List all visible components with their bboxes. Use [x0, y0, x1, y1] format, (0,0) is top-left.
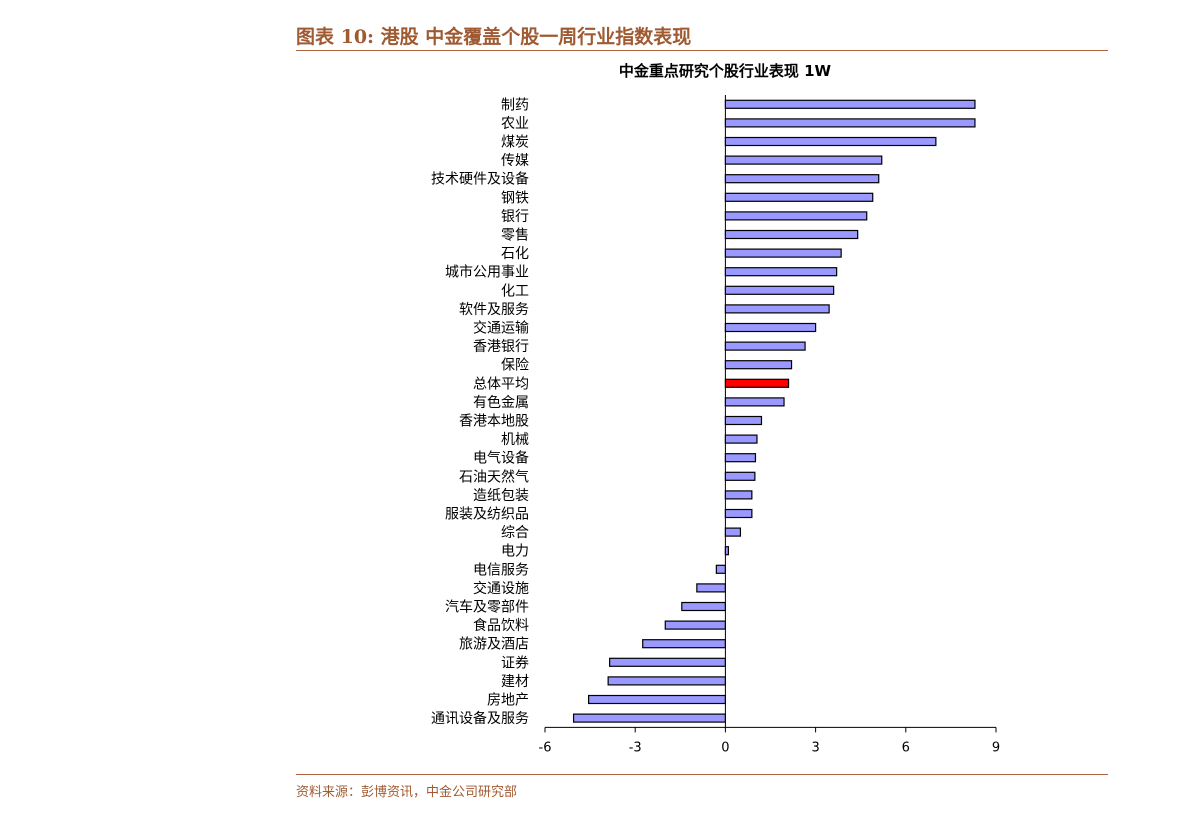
bar-21	[724, 490, 753, 500]
bar-33	[572, 713, 727, 723]
category-label-15: 总体平均	[473, 376, 529, 392]
bar-23	[724, 527, 742, 537]
category-label-12: 交通运输	[473, 320, 529, 337]
bar-9	[724, 267, 838, 277]
bar-26	[696, 583, 727, 593]
bar-28	[664, 620, 726, 630]
category-label-1: 农业	[501, 116, 529, 132]
category-label-23: 综合	[501, 525, 529, 541]
category-label-6: 银行	[501, 209, 529, 225]
category-label-8: 石化	[501, 246, 529, 262]
category-label-10: 化工	[501, 283, 529, 299]
bar-7	[724, 229, 859, 240]
x-tick-label-0: -6	[539, 740, 552, 755]
bar-17	[724, 415, 763, 426]
bar-14	[724, 360, 793, 370]
category-label-32: 房地产	[487, 693, 529, 709]
category-label-14: 保险	[501, 358, 529, 374]
figure-footer: 资料来源：彭博资讯，中金公司研究部	[296, 774, 1108, 800]
category-label-3: 传媒	[501, 153, 529, 169]
category-label-11: 软件及服务	[459, 302, 529, 318]
bar-8	[724, 248, 842, 258]
category-label-17: 香港本地股	[459, 414, 529, 430]
bar-5	[724, 192, 874, 202]
category-label-7: 零售	[501, 228, 529, 244]
bar-10	[724, 285, 835, 295]
bar-29	[642, 639, 727, 649]
category-label-26: 交通设施	[473, 580, 529, 597]
category-label-20: 石油天然气	[459, 468, 529, 485]
bar-12	[724, 322, 817, 333]
x-tick-label-5: 9	[992, 740, 1000, 755]
category-label-27: 汽车及零部件	[445, 599, 529, 616]
bar-18	[724, 434, 758, 444]
chart-title: 中金重点研究个股行业表现 1W	[618, 62, 832, 80]
category-label-24: 电力	[501, 544, 529, 560]
x-tick-label-2: 0	[721, 740, 729, 755]
x-tick-label-3: 3	[811, 740, 819, 755]
bar-31	[607, 676, 727, 686]
category-label-9: 城市公用事业	[445, 264, 529, 281]
bar-6	[724, 211, 868, 221]
bar-19	[724, 453, 757, 463]
bar-32	[587, 694, 727, 705]
bar-2	[724, 136, 937, 147]
x-axis: -6 -3 0 3 6 9	[539, 95, 1000, 755]
category-label-13: 香港银行	[473, 339, 529, 355]
category-label-28: 食品饮料	[473, 617, 529, 634]
bar-3	[724, 155, 883, 165]
bar-22	[724, 508, 753, 519]
category-label-19: 电气设备	[473, 450, 529, 467]
figure-title: 图表 10: 港股 中金覆盖个股一周行业指数表现	[296, 26, 692, 48]
category-label-4: 技术硬件及设备	[431, 171, 529, 188]
bar-1	[724, 118, 976, 128]
category-label-33: 通讯设备及服务	[431, 710, 529, 727]
bars-group	[572, 99, 976, 723]
category-label-31: 建材	[501, 674, 529, 690]
bar-4	[724, 174, 880, 184]
category-label-2: 煤炭	[501, 135, 529, 151]
x-tick-label-4: 6	[902, 740, 910, 755]
category-label-18: 机械	[501, 432, 529, 448]
category-label-5: 钢铁	[501, 190, 529, 206]
category-label-16: 有色金属	[473, 394, 529, 411]
bar-30	[609, 657, 726, 667]
source-note: 资料来源：彭博资讯，中金公司研究部	[296, 785, 518, 800]
bar-27	[681, 601, 727, 612]
figure-header: 图表 10: 港股 中金覆盖个股一周行业指数表现	[296, 18, 1108, 51]
bar-11	[724, 304, 830, 314]
category-labels: 制药农业煤炭传媒技术硬件及设备钢铁银行零售石化城市公用事业化工软件及服务交通运输…	[431, 97, 529, 727]
category-label-22: 服装及纺织品	[445, 507, 529, 523]
category-label-30: 证券	[501, 655, 529, 671]
bar-16	[724, 397, 785, 407]
bar-13	[724, 341, 806, 351]
x-tick-label-1: -3	[629, 740, 642, 755]
category-label-29: 旅游及酒店	[459, 637, 529, 653]
bar-15	[724, 378, 790, 388]
category-label-21: 造纸包装	[473, 488, 529, 504]
bar-0	[724, 99, 976, 109]
bar-20	[724, 471, 756, 481]
category-label-0: 制药	[501, 97, 529, 113]
category-label-25: 电信服务	[473, 562, 529, 578]
bar-25	[715, 564, 727, 574]
